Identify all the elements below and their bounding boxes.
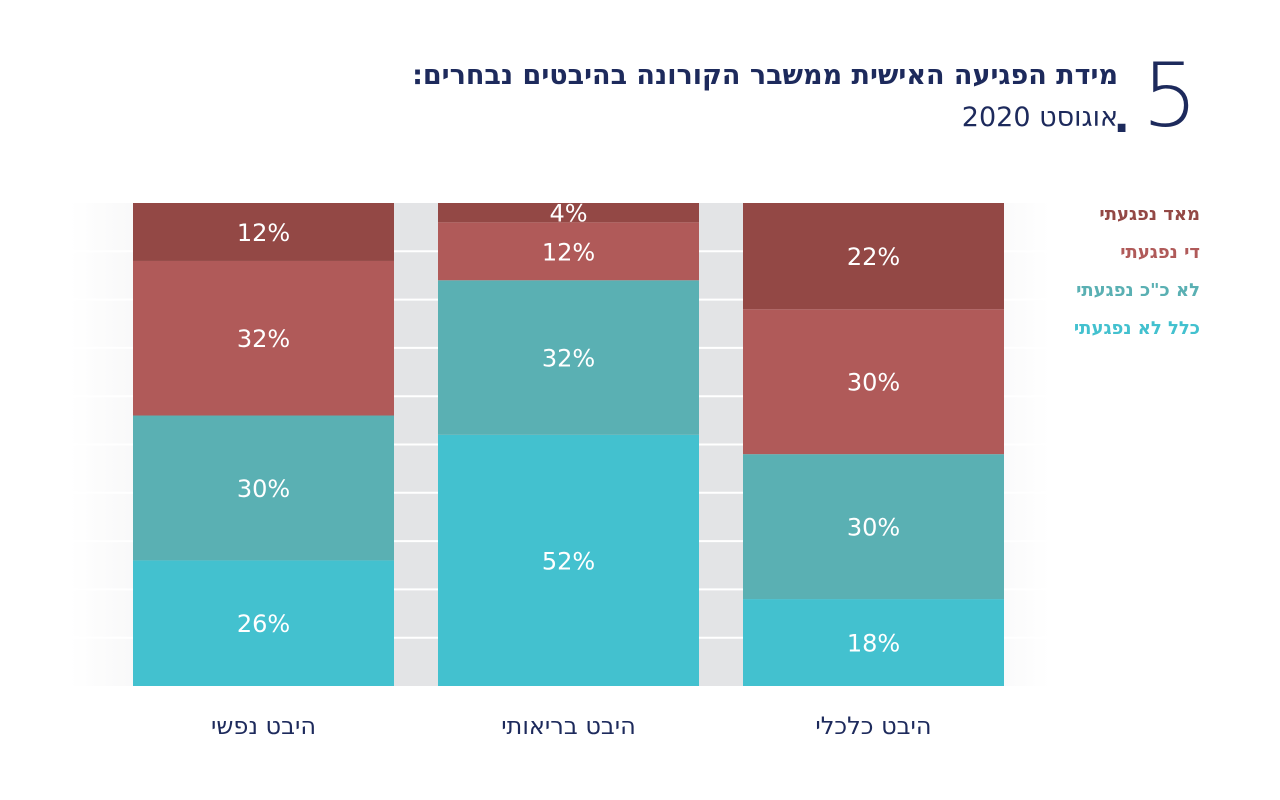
bar-segment [133,203,394,261]
bar-segment [438,434,699,686]
bar-segment [133,415,394,561]
data-label: 52% [542,547,595,575]
bar-segment [743,599,1004,686]
category-label: היבט כלכלי [815,712,931,740]
bar-segment [133,560,394,686]
data-label: 30% [237,475,290,503]
chart-title: מידת הפגיעה האישית ממשבר הקורונה בהיבטים… [412,60,1118,91]
data-label: 12% [237,219,290,247]
legend-item-quite-affected: די נפגעתי [1120,242,1200,263]
data-label: 4% [549,200,587,228]
data-label: 26% [237,610,290,638]
bar-segment [133,260,394,416]
data-label: 30% [847,369,900,397]
legend-item-very-affected: מאד נפגעתי [1099,204,1200,225]
data-label: 12% [542,238,595,266]
bar-segment [743,203,1004,310]
chart-subtitle: אוגוסט 2020 [961,102,1118,133]
data-label: 32% [542,345,595,373]
data-label: 22% [847,243,900,271]
legend-item-not-affected: כלל לא נפגעתי [1073,318,1200,339]
data-label: 30% [847,514,900,542]
data-label: 32% [237,325,290,353]
chart-header: 5 . מידת הפגיעה האישית ממשבר הקורונה בהי… [298,52,1198,142]
bar-segment [438,280,699,435]
chart-number: 5 [1142,44,1198,147]
chart-number-dot: . [1113,92,1130,143]
data-label: 18% [847,630,900,658]
bar-segment [743,309,1004,455]
bar-segment [438,203,699,223]
bar-segment [743,454,1004,600]
legend-item-not-much-affected: לא כ"כ נפגעתי [1076,280,1200,301]
category-label: היבט נפשי [211,712,316,740]
category-label: היבט בריאותי [501,712,636,740]
chart-legend: מאד נפגעתי די נפגעתי לא כ"כ נפגעתי כלל ל… [1074,200,1200,352]
bar-segment [438,222,699,281]
